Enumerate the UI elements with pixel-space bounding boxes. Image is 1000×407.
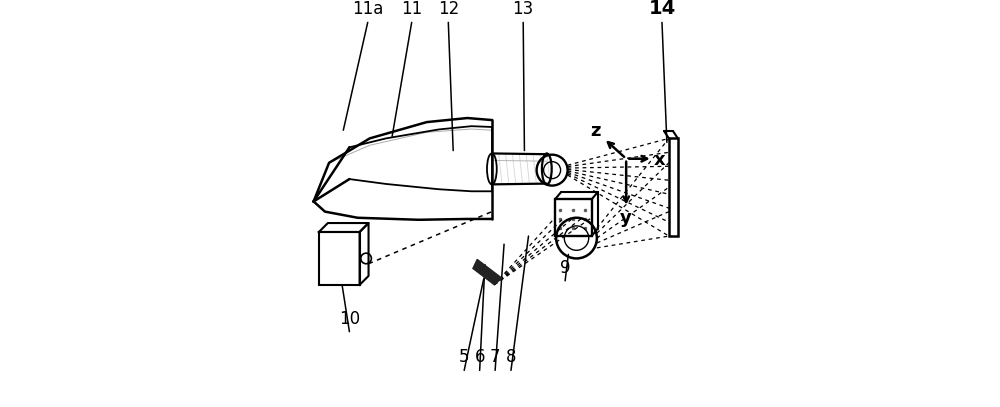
Text: x: x [654,151,665,169]
Polygon shape [473,259,502,285]
Text: z: z [590,123,600,140]
Text: 5: 5 [459,348,469,366]
Text: 10: 10 [339,310,360,328]
Text: 13: 13 [513,0,534,18]
Text: y: y [620,209,632,227]
Text: 11a: 11a [352,0,383,18]
Text: 9: 9 [560,259,570,277]
Bar [319,232,360,285]
Bar [555,199,592,236]
Text: 11: 11 [401,0,422,18]
Text: 8: 8 [506,348,516,366]
Bar [669,138,678,236]
Text: 14: 14 [648,0,676,18]
Text: 7: 7 [490,348,500,366]
Text: 12: 12 [438,0,459,18]
Text: 6: 6 [474,348,485,366]
